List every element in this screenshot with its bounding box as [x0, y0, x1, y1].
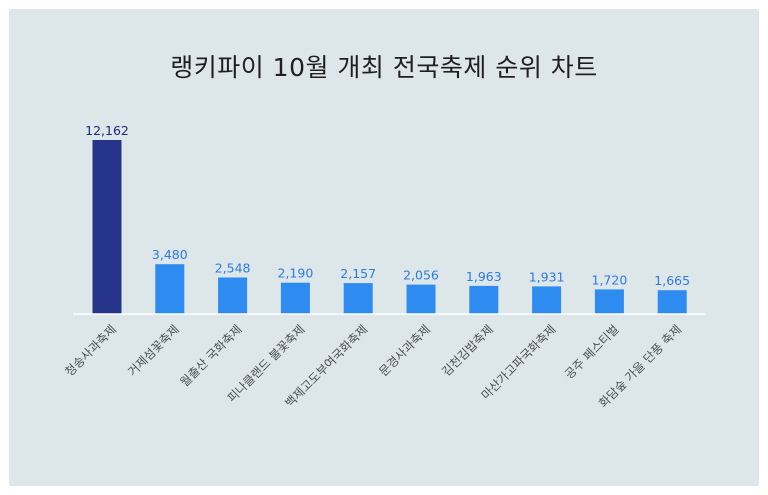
category-label: 월출산 국화축제 [177, 322, 244, 389]
bar [343, 283, 373, 314]
category-label: 청송사과축제 [62, 322, 119, 379]
bar [594, 289, 624, 314]
bar [657, 290, 687, 314]
chart-background [9, 9, 759, 486]
category-label: 문경사과축제 [376, 322, 433, 379]
bar-value-label: 1,720 [592, 272, 628, 287]
bar-value-label: 1,665 [654, 273, 690, 288]
bar [280, 282, 310, 314]
bar-value-label: 3,480 [152, 247, 188, 262]
bar-value-label: 1,931 [529, 269, 565, 284]
bar [406, 284, 436, 314]
category-label: 거제섬꽃축제 [125, 322, 182, 379]
bar [532, 286, 562, 314]
bar [469, 285, 499, 314]
bar [218, 277, 248, 314]
bar-value-label: 2,157 [340, 266, 376, 281]
bar-value-label: 1,963 [466, 269, 502, 284]
bar [92, 140, 122, 314]
value-labels-group: 12,162 3,480 2,548 2,190 2,157 2,056 1,963 1,93… [85, 123, 690, 288]
bar-value-label: 2,056 [403, 268, 439, 283]
chart-title: 랭키파이 10월 개최 전국축제 순위 차트 [170, 53, 598, 82]
bar-value-label: 2,190 [278, 266, 314, 281]
bar-value-label: 12,162 [85, 123, 129, 138]
bar [155, 264, 185, 314]
category-label: 김천김밥축제 [438, 322, 495, 379]
bars-group [92, 140, 687, 314]
category-label: 공주 페스티벌 [562, 322, 621, 381]
bar-value-label: 2,548 [215, 261, 251, 276]
